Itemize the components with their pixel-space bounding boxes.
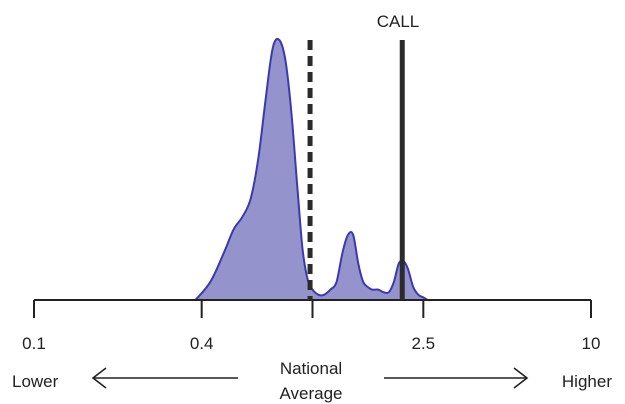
lower-label: Lower bbox=[12, 372, 59, 391]
national-average-line1: National bbox=[280, 359, 342, 378]
higher-label: Higher bbox=[562, 372, 612, 391]
x-tick-label: 0.4 bbox=[190, 334, 214, 353]
x-tick-label: 2.5 bbox=[412, 334, 436, 353]
national-average-line2: Average bbox=[279, 384, 342, 403]
x-axis-ticks: 0.1 0.4 2.5 10 bbox=[22, 300, 600, 353]
call-label: CALL bbox=[377, 12, 420, 31]
density-marks bbox=[194, 37, 433, 302]
right-arrow-icon bbox=[384, 367, 529, 389]
left-arrow-icon bbox=[91, 367, 238, 389]
density-area bbox=[195, 38, 433, 301]
x-tick-label: 10 bbox=[582, 334, 601, 353]
reference-lines bbox=[307, 40, 405, 300]
x-tick-label: 0.1 bbox=[22, 334, 46, 353]
